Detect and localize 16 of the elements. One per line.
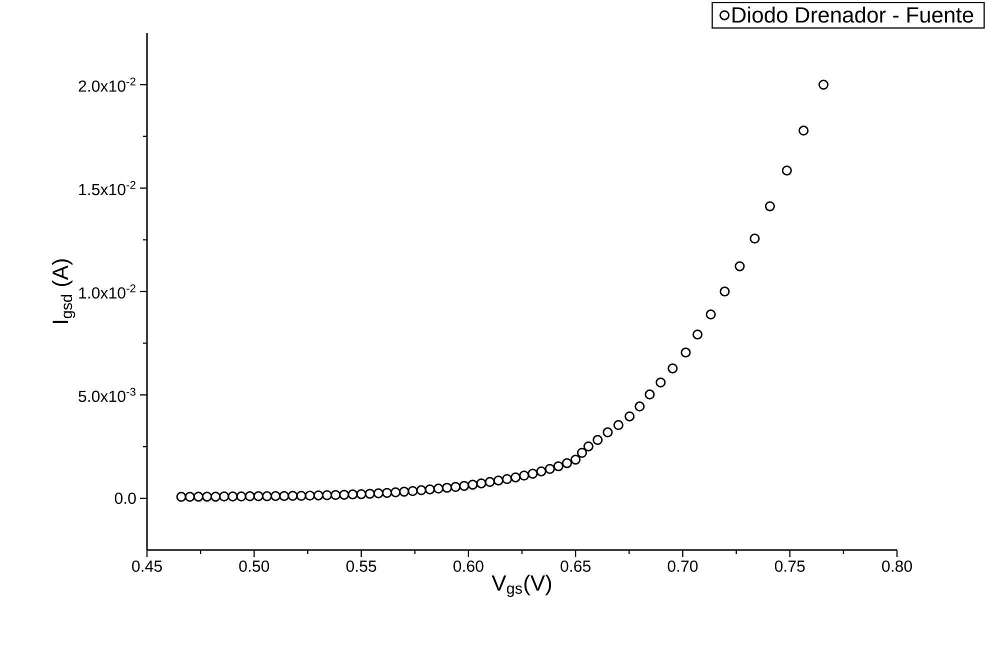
x-tick-label: 0.80 (882, 560, 912, 572)
x-tick-label: 0.65 (560, 560, 590, 572)
x-axis-title: V$_{gs}$(V) (492, 574, 552, 597)
x-tick-label: 0.60 (453, 560, 484, 572)
x-tick-label: 0.75 (774, 560, 805, 572)
y-axis-title: I$_{gsd}$ (A) (52, 259, 76, 323)
x-tick-label: 0.50 (239, 560, 270, 572)
x-tick-label: 0.55 (346, 560, 376, 572)
x-tick-label: 0.70 (668, 560, 698, 572)
y-tick-label: 2.0x10$^{-2}$ (78, 78, 136, 92)
y-tick-label: 1.0x10$^{-2}$ (79, 284, 136, 299)
y-tick-label: 5.0x10$^{-3}$ (78, 388, 136, 402)
y-tick-label: 0.0 (114, 492, 136, 504)
legend-label: Diodo Drenador - Fuente (732, 6, 974, 23)
x-tick-label: 0.45 (132, 560, 162, 572)
y-tick-label: 1.5x10$^{-2}$ (79, 180, 136, 196)
